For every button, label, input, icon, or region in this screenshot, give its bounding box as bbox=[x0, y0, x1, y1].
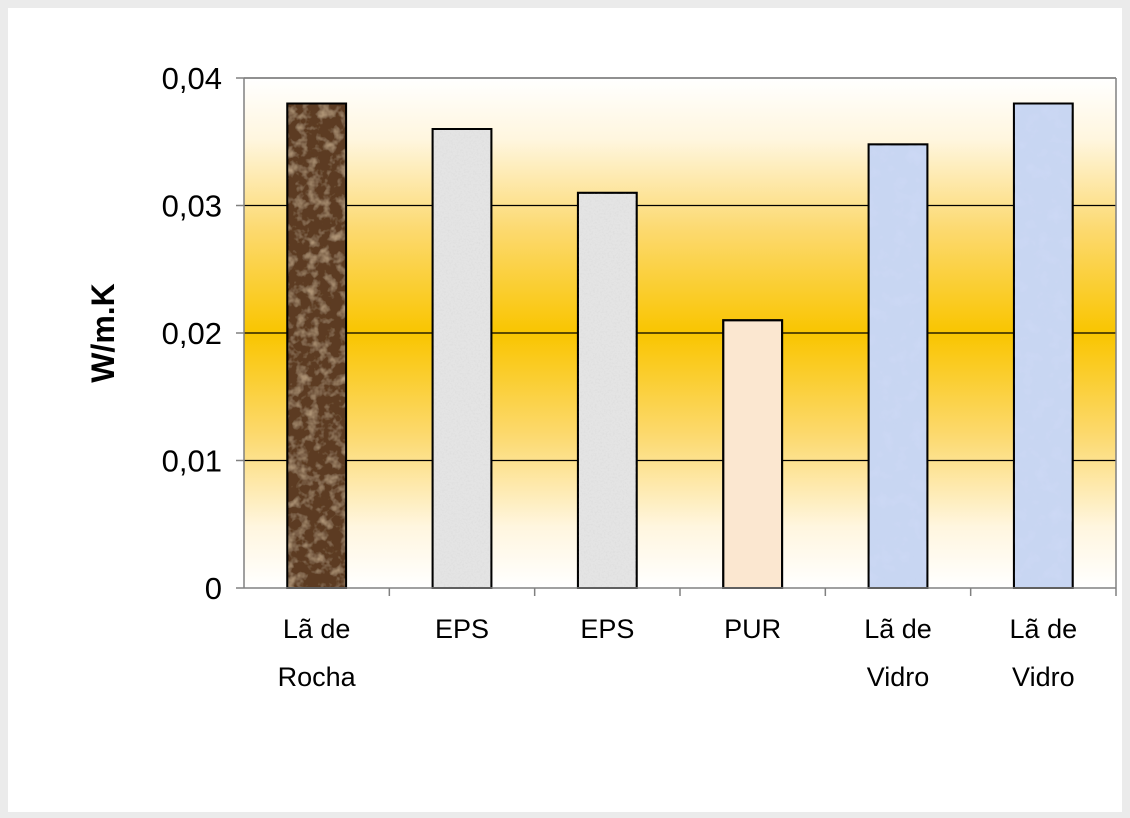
axes bbox=[236, 77, 1117, 596]
bar bbox=[1012, 102, 1074, 589]
x-tick-label: Lã de Rocha bbox=[278, 614, 357, 692]
x-tick-label-line: Lã de bbox=[283, 614, 351, 644]
y-tick-label: 0,03 bbox=[162, 189, 222, 224]
bar bbox=[431, 128, 493, 589]
y-tick-label: 0,02 bbox=[162, 316, 222, 351]
bar bbox=[722, 319, 784, 589]
y-tick-label: 0 bbox=[205, 571, 222, 606]
y-tick-labels: 0 0,01 0,02 0,03 0,04 bbox=[162, 61, 222, 606]
x-tick-label-line: Rocha bbox=[278, 662, 357, 692]
x-tick-label: Lã de Vidro bbox=[864, 614, 932, 692]
x-tick-labels: Lã de Rocha EPS EPS PUR Lã de Vidro Lã de Vidro bbox=[278, 614, 1077, 692]
x-tick-label: Lã de Vidro bbox=[1010, 614, 1078, 692]
bar bbox=[576, 191, 638, 589]
chart-frame: 0 0,01 0,02 0,03 0,04 Lã de Rocha EPS EPS PUR Lã … bbox=[8, 8, 1122, 812]
x-tick-label-line: EPS bbox=[580, 614, 634, 644]
y-axis-title: W/m.K bbox=[85, 283, 121, 383]
x-tick-label: PUR bbox=[724, 614, 781, 644]
bar bbox=[286, 102, 348, 589]
x-tick-label-line: PUR bbox=[724, 614, 781, 644]
x-tick-label: EPS bbox=[580, 614, 634, 644]
x-tick-label: EPS bbox=[435, 614, 489, 644]
y-tick-label: 0,04 bbox=[162, 61, 222, 96]
y-tick-label: 0,01 bbox=[162, 444, 222, 479]
x-tick-label-line: Lã de bbox=[1010, 614, 1078, 644]
x-tick-label-line: EPS bbox=[435, 614, 489, 644]
bar-chart: 0 0,01 0,02 0,03 0,04 Lã de Rocha EPS EPS PUR Lã … bbox=[85, 61, 1117, 692]
bar bbox=[867, 143, 929, 590]
x-tick-label-line: Vidro bbox=[867, 662, 930, 692]
x-tick-label-line: Lã de bbox=[864, 614, 932, 644]
x-tick-label-line: Vidro bbox=[1012, 662, 1075, 692]
